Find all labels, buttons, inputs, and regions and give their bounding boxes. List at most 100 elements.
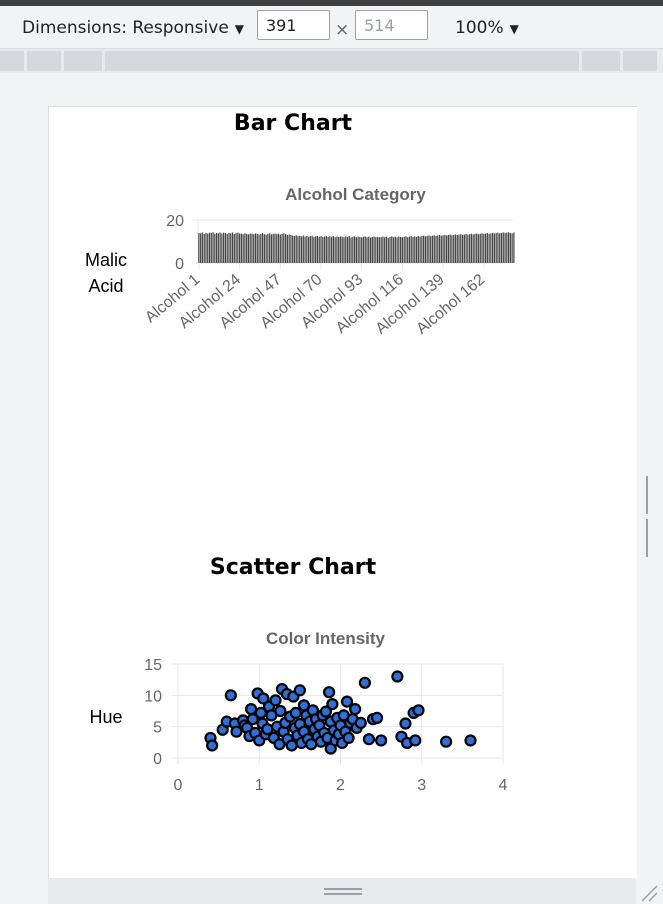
- bar: [375, 237, 377, 263]
- bar: [300, 236, 303, 263]
- bar: [364, 236, 366, 263]
- bar: [210, 233, 212, 263]
- bar: [315, 236, 317, 263]
- bar: [223, 232, 225, 263]
- bar: [368, 236, 370, 263]
- times-symbol: ×: [335, 20, 350, 40]
- bar: [467, 234, 469, 263]
- bar: [200, 233, 202, 263]
- bar: [428, 235, 430, 263]
- bar: [226, 233, 228, 263]
- bar: [407, 237, 409, 263]
- scatter-point: [375, 734, 388, 747]
- ruler-segment[interactable]: [105, 51, 579, 71]
- dimensions-label: Dimensions: Responsive: [22, 18, 229, 38]
- scatter-point: [319, 705, 332, 718]
- bar: [320, 236, 322, 263]
- bar: [385, 236, 388, 263]
- bar: [415, 236, 418, 263]
- corner-resize-icon[interactable]: [640, 884, 658, 902]
- bar: [392, 237, 395, 263]
- scatter-point: [230, 725, 243, 738]
- bar: [493, 233, 496, 263]
- bar: [442, 235, 444, 263]
- bar: [258, 234, 260, 263]
- bar: [215, 232, 218, 263]
- bar: [430, 236, 432, 263]
- bar: [456, 235, 458, 263]
- bar: [316, 235, 319, 263]
- bar: [217, 233, 219, 263]
- bar: [338, 236, 340, 263]
- bar: [237, 232, 239, 263]
- bar: [403, 236, 405, 263]
- bar: [453, 234, 455, 263]
- bar: [286, 234, 288, 263]
- bar: [410, 236, 412, 263]
- bar: [500, 232, 503, 263]
- bar: [318, 236, 320, 263]
- bar: [362, 236, 365, 263]
- scatter-point: [257, 692, 270, 705]
- bar: [391, 236, 393, 263]
- height-input[interactable]: 514: [355, 10, 428, 40]
- scatter-point: [349, 703, 362, 716]
- bar: [297, 236, 299, 263]
- ruler-segment[interactable]: [582, 51, 620, 71]
- horizontal-resize-grip-icon[interactable]: [646, 476, 654, 557]
- viewport-frame: [48, 106, 637, 879]
- bar: [224, 233, 227, 263]
- zoom-label: 100%: [455, 18, 504, 38]
- bar: [371, 236, 373, 263]
- y-tick-label: 10: [144, 688, 162, 705]
- bar: [469, 234, 471, 263]
- bar: [484, 233, 487, 263]
- bar: [495, 233, 497, 263]
- bar: [214, 233, 216, 263]
- scatter-chart: Color Intensity 0 5 10 15 0 1 2 3 4: [144, 629, 507, 794]
- bar: [481, 233, 483, 263]
- bar: [272, 233, 274, 263]
- zoom-dropdown[interactable]: 100% ▼: [455, 18, 519, 38]
- dimensions-dropdown[interactable]: Dimensions: Responsive ▼: [22, 18, 244, 38]
- bar: [307, 236, 310, 263]
- bar: [389, 236, 391, 263]
- width-input[interactable]: 391: [257, 10, 330, 40]
- ruler-segment[interactable]: [623, 51, 657, 71]
- bar: [474, 233, 476, 263]
- bar: [246, 233, 248, 263]
- bar: [302, 235, 304, 263]
- bar: [277, 233, 280, 263]
- scatter-point: [293, 684, 306, 697]
- bottom-resize-bar[interactable]: [48, 878, 636, 904]
- scatter-point: [412, 704, 425, 717]
- vertical-resize-grip-icon[interactable]: [324, 888, 362, 896]
- bar: [323, 236, 326, 263]
- bar: [488, 233, 490, 263]
- bar: [504, 233, 506, 263]
- bar: [414, 236, 416, 263]
- bar-chart-title: Alcohol Category: [285, 185, 426, 204]
- scatter-point: [399, 717, 412, 730]
- ruler-segment[interactable]: [0, 51, 24, 71]
- scatter-point: [391, 670, 404, 683]
- scatter-point: [370, 711, 384, 724]
- scatter-point: [409, 734, 422, 747]
- bar: [461, 234, 464, 263]
- bar: [309, 236, 311, 263]
- ruler-segment[interactable]: [27, 51, 61, 71]
- bar: [330, 236, 333, 263]
- bar: [513, 232, 515, 263]
- bar: [339, 236, 342, 263]
- scatter-chart-heading: Scatter Chart: [209, 555, 377, 580]
- bar: [276, 234, 278, 263]
- bar: [426, 235, 428, 263]
- bar: [325, 235, 327, 263]
- media-query-ruler[interactable]: [0, 49, 663, 73]
- ruler-segment[interactable]: [64, 51, 102, 71]
- bar: [242, 234, 244, 263]
- bar: [401, 237, 404, 263]
- bar: [477, 234, 480, 263]
- bar: [329, 236, 331, 263]
- bar: [274, 233, 276, 263]
